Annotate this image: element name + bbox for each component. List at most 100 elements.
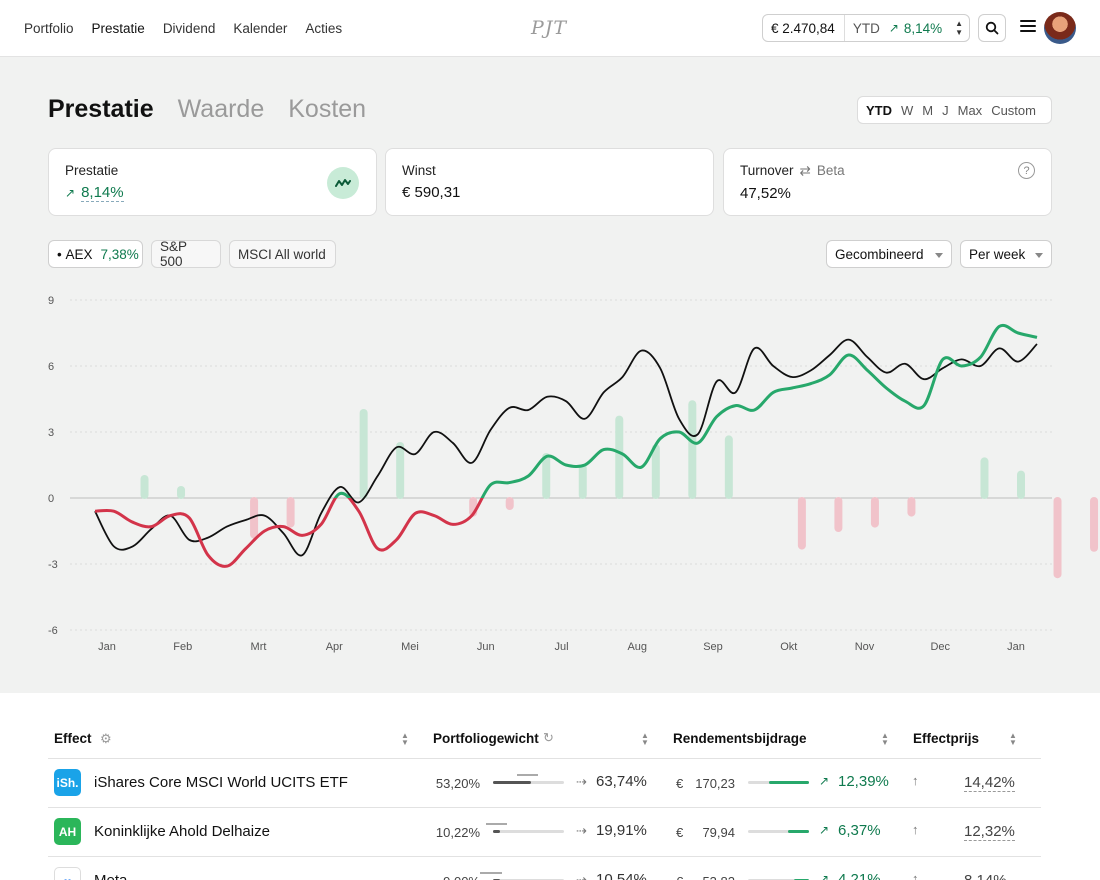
- search-button[interactable]: [978, 14, 1006, 42]
- sort-icon[interactable]: ▲ ▼: [641, 731, 649, 747]
- target-weight: 63,74%: [596, 773, 647, 790]
- price-return[interactable]: 12,32%: [964, 823, 1015, 841]
- gear-icon[interactable]: ⚙: [100, 731, 112, 746]
- benchmark-value: 7,38%: [100, 246, 139, 262]
- current-weight: 53,20%: [435, 776, 480, 791]
- security-name[interactable]: iShares Core MSCI World UCITS ETF: [94, 774, 348, 791]
- card-label: Turnover ⇄ Beta: [740, 163, 1035, 179]
- arrow-up-icon: ↑: [912, 773, 919, 788]
- arrow-up-icon: ↑: [912, 822, 919, 837]
- mode-select[interactable]: Gecombineerd: [826, 240, 952, 268]
- arrow-up-right-icon: ↗: [819, 823, 830, 837]
- mode-value: Gecombineerd: [835, 246, 924, 262]
- refresh-icon[interactable]: ↻: [543, 730, 554, 745]
- currency-symbol: €: [676, 874, 683, 880]
- currency-symbol: €: [676, 776, 684, 791]
- menu-icon[interactable]: [1020, 20, 1036, 34]
- header-effect[interactable]: Effect: [54, 731, 92, 746]
- x-tick-label: Dec: [930, 641, 950, 653]
- x-tick-label: Jan: [98, 641, 116, 653]
- header-weight[interactable]: Portfoliogewicht: [433, 731, 539, 746]
- arrow-up-right-icon: ↗: [888, 21, 899, 35]
- range-custom[interactable]: Custom: [991, 102, 1036, 118]
- nav-acties[interactable]: Acties: [305, 20, 343, 36]
- benchmark-sp500[interactable]: S&P 500: [151, 239, 221, 269]
- range-ytd[interactable]: YTD: [866, 102, 892, 118]
- y-tick-label: -6: [48, 625, 58, 637]
- turnover-value: 47,52%: [740, 185, 791, 202]
- sort-icon[interactable]: ▲ ▼: [401, 731, 409, 747]
- x-tick-label: Feb: [173, 641, 192, 653]
- contribution-percent: 12,39%: [838, 773, 889, 790]
- security-name[interactable]: Meta: [94, 872, 127, 880]
- arrow-right-icon: ⇢: [576, 872, 587, 880]
- x-tick-label: Mrt: [251, 641, 267, 653]
- stepper-icon: ▲ ▼: [955, 19, 963, 37]
- arrow-up-right-icon: ↗: [819, 774, 830, 788]
- benchmark-name: MSCI All world: [238, 246, 326, 262]
- card-label: Winst: [402, 163, 436, 178]
- portfolio-value: € 2.470,84: [763, 15, 845, 41]
- table-row[interactable]: iSh. iShares Core MSCI World UCITS ETF 53,…: [48, 759, 1041, 807]
- prestatie-value[interactable]: 8,14%: [81, 184, 124, 202]
- app-logo[interactable]: PJT: [531, 17, 568, 39]
- divider: [48, 856, 1041, 857]
- interval-select[interactable]: Per week: [960, 240, 1052, 268]
- nav-dividend[interactable]: Dividend: [162, 20, 216, 36]
- tab-waarde[interactable]: Waarde: [177, 95, 265, 123]
- caret-down-icon: [1035, 253, 1043, 258]
- avatar[interactable]: [1044, 12, 1076, 44]
- table-row[interactable]: ∞ Meta 9,00% ⇢ 10,54% €53,82 ↗ 4,21% ↑ 8,14%: [48, 857, 1041, 880]
- range-selector: YTD W M J Max Custom: [857, 96, 1052, 124]
- divider: [48, 758, 1041, 759]
- header-price[interactable]: Effectprijs: [913, 731, 980, 746]
- benchmark-line: [94, 338, 1038, 557]
- card-label: Prestatie: [65, 163, 119, 178]
- period-return: 8,14%: [903, 20, 943, 36]
- x-tick-label: Mei: [401, 641, 419, 653]
- search-icon: [985, 21, 999, 35]
- tab-kosten[interactable]: Kosten: [288, 95, 367, 123]
- security-name[interactable]: Koninklijke Ahold Delhaize: [94, 823, 270, 840]
- caret-down-icon: [935, 253, 943, 258]
- price-return[interactable]: 8,14%: [964, 872, 1007, 880]
- target-weight: 19,91%: [596, 822, 647, 839]
- period-label: YTD: [852, 20, 880, 36]
- table-row[interactable]: AH Koninklijke Ahold Delhaize 10,22% ⇢ 19,91…: [48, 808, 1041, 856]
- performance-chart[interactable]: 9 6 3 0 -3 -6 Jan Feb Mrt Apr Mei Jun Jul Aug Sep Okt No…: [0, 285, 1100, 665]
- y-tick-label: 3: [48, 427, 54, 439]
- range-max[interactable]: Max: [957, 102, 983, 118]
- price-return[interactable]: 14,42%: [964, 774, 1015, 792]
- range-year[interactable]: J: [942, 102, 949, 118]
- turnover-label: Turnover: [740, 163, 794, 178]
- sort-icon[interactable]: ▲ ▼: [881, 731, 889, 747]
- x-tick-label: Jan: [1007, 641, 1025, 653]
- trend-icon: [327, 167, 359, 199]
- nav-prestatie[interactable]: Prestatie: [91, 20, 145, 36]
- beta-toggle[interactable]: Beta: [816, 163, 845, 178]
- y-tick-label: 0: [48, 493, 54, 505]
- range-week[interactable]: W: [901, 102, 914, 118]
- benchmark-aex[interactable]: • AEX 7,38%: [48, 240, 143, 268]
- contribution-amount: 79,94: [702, 825, 735, 840]
- arrow-up-right-icon: ↗: [65, 186, 76, 200]
- nav-kalender[interactable]: Kalender: [233, 20, 288, 36]
- winst-value: € 590,31: [402, 184, 461, 201]
- x-tick-label: Sep: [703, 641, 723, 653]
- benchmark-msci[interactable]: MSCI All world: [229, 240, 336, 268]
- portfolio-value-selector[interactable]: € 2.470,84 YTD ↗ 8,14% ▲ ▼: [762, 14, 970, 42]
- y-tick-label: 6: [48, 361, 54, 373]
- help-icon[interactable]: ?: [1018, 162, 1035, 179]
- header-contribution[interactable]: Rendementsbijdrage: [673, 731, 807, 746]
- divider: [48, 807, 1041, 808]
- y-tick-label: -3: [48, 559, 58, 571]
- swap-icon[interactable]: ⇄: [799, 163, 811, 178]
- prestatie-card: Prestatie ↗ 8,14%: [48, 148, 377, 216]
- contribution-amount: 53,82: [688, 874, 735, 880]
- tab-prestatie[interactable]: Prestatie: [48, 95, 154, 123]
- x-tick-label: Apr: [326, 641, 343, 653]
- range-month[interactable]: M: [922, 102, 934, 118]
- nav-portfolio[interactable]: Portfolio: [24, 20, 74, 36]
- portfolio-line-negative: [94, 498, 484, 568]
- sort-icon[interactable]: ▲ ▼: [1009, 731, 1017, 747]
